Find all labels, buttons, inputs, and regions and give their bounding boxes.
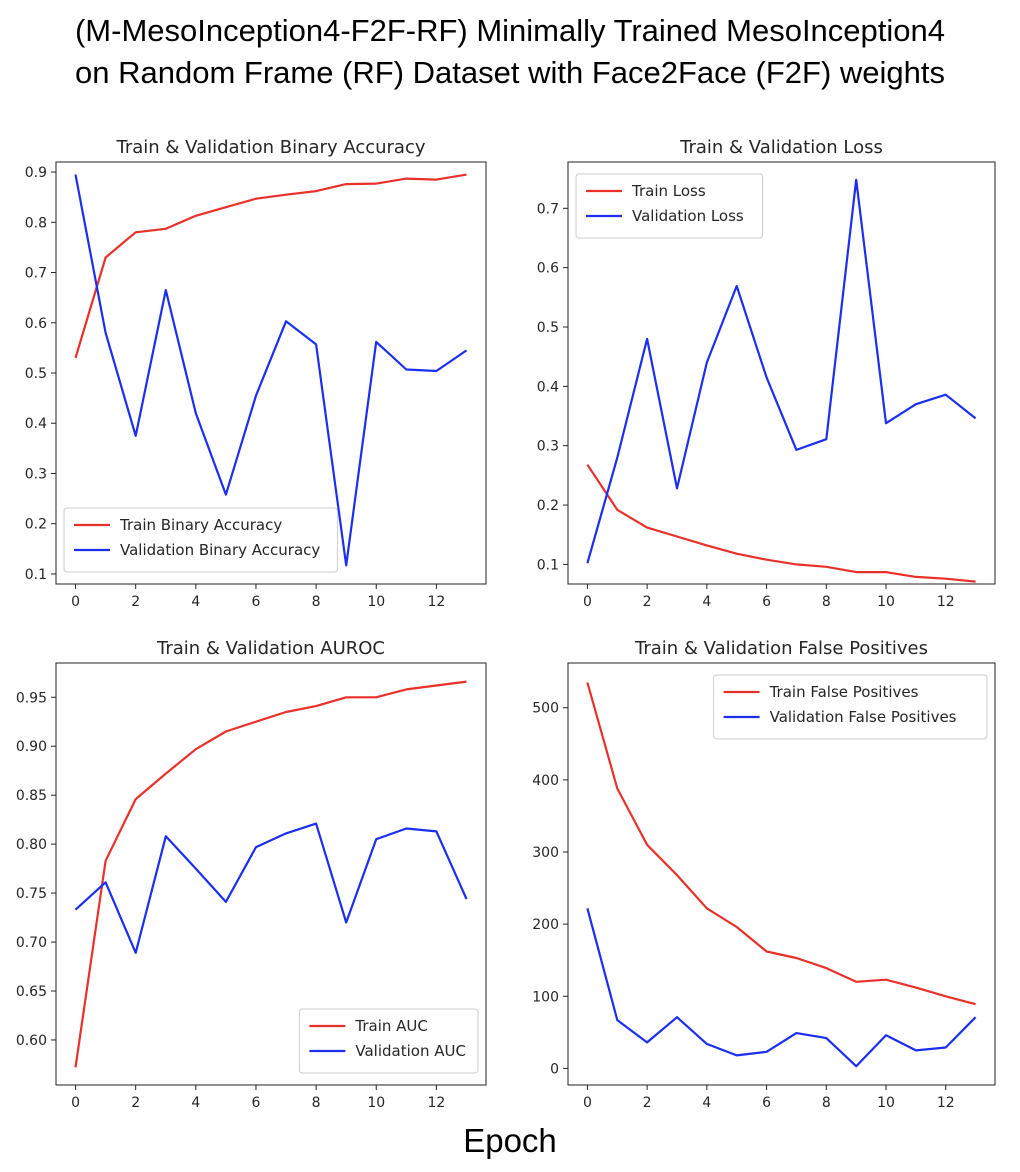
figure-title: (M-MesoInception4-F2F-RF) Minimally Trai… xyxy=(0,10,1020,94)
subplot-1: Train & Validation Binary Accuracy 0 2 4 6 8 1… xyxy=(25,137,487,610)
y-tick-label: 0.3 xyxy=(537,439,559,455)
series-line-validation xyxy=(74,174,468,567)
x-tick-label: 2 xyxy=(131,594,140,610)
plot-frame xyxy=(567,662,996,1086)
y-tick-label: 0.8 xyxy=(25,215,47,231)
y-tick-label: 0.1 xyxy=(25,567,47,583)
legend-box xyxy=(63,507,338,573)
subplot-2: Train & Validation Loss 0 2 4 6 8 10 12 0.1 0.2 0.… xyxy=(537,137,996,610)
y-tick-label: 0.4 xyxy=(537,379,559,395)
x-tick-label: 8 xyxy=(312,594,321,610)
legend-label-train: Train AUC xyxy=(354,1017,427,1035)
x-tick-label: 10 xyxy=(367,594,385,610)
y-tick-label: 0.5 xyxy=(537,320,559,336)
y-tick-label: 0.85 xyxy=(16,788,47,804)
x-tick-label: 0 xyxy=(71,594,80,610)
series-line-train xyxy=(74,680,467,1068)
x-tick-label: 8 xyxy=(822,594,831,610)
y-tick-label: 100 xyxy=(532,989,559,1005)
subplot-title: Train & Validation Binary Accuracy xyxy=(115,137,425,158)
y-tick-label: 0.95 xyxy=(16,690,47,706)
x-tick-label: 0 xyxy=(583,1095,592,1111)
shared-x-axis-label: Epoch xyxy=(463,1122,557,1159)
series-line-train xyxy=(586,682,976,1006)
legend-label-train: Train Loss xyxy=(631,182,706,200)
y-tick-label: 200 xyxy=(532,917,559,933)
y-tick-label: 400 xyxy=(532,773,559,789)
y-tick-label: 0.90 xyxy=(16,739,47,755)
y-tick-label: 0.5 xyxy=(25,366,47,382)
x-tick-label: 12 xyxy=(427,594,445,610)
y-tick-label: 0.60 xyxy=(16,1033,47,1049)
y-tick-label: 0.7 xyxy=(537,201,559,217)
x-tick-label: 10 xyxy=(877,1095,895,1111)
subplot-3: Train & Validation AUROC 0 2 4 6 8 10 12 0.60 0.6… xyxy=(16,638,487,1111)
x-tick-label: 8 xyxy=(312,1095,321,1111)
x-tick-label: 4 xyxy=(191,1095,200,1111)
legend: Train Binary Accuracy Validation Binary A… xyxy=(63,507,338,573)
y-tick-label: 0.9 xyxy=(25,165,47,181)
x-tick-label: 6 xyxy=(762,1095,771,1111)
figure-title-line-2: on Random Frame (RF) Dataset with Face2F… xyxy=(75,55,945,90)
x-tick-label: 4 xyxy=(191,594,200,610)
x-tick-label: 4 xyxy=(702,594,711,610)
legend: Train Loss Validation Loss xyxy=(575,173,763,239)
subplot-title: Train & Validation Loss xyxy=(679,137,883,158)
x-tick-label: 6 xyxy=(762,594,771,610)
x-tick-label: 6 xyxy=(252,1095,261,1111)
y-tick-label: 0.7 xyxy=(25,266,47,282)
y-tick-label: 0.80 xyxy=(16,837,47,853)
series-line-validation xyxy=(74,822,468,954)
x-tick-label: 12 xyxy=(937,594,955,610)
series-line-validation xyxy=(586,178,977,564)
y-tick-label: 0 xyxy=(550,1061,559,1077)
y-tick-label: 0.1 xyxy=(537,557,559,573)
legend-box xyxy=(575,173,763,239)
x-tick-label: 2 xyxy=(643,1095,652,1111)
legend-label-train: Train False Positives xyxy=(769,683,919,701)
y-tick-label: 0.4 xyxy=(25,416,47,432)
x-tick-label: 12 xyxy=(937,1095,955,1111)
series-line-validation xyxy=(586,908,977,1068)
legend-box xyxy=(713,674,988,740)
legend-label-validation: Validation Loss xyxy=(632,207,744,225)
y-tick-label: 0.65 xyxy=(16,984,47,1000)
plot-frame xyxy=(55,662,487,1086)
y-tick-label: 0.75 xyxy=(16,886,47,902)
subplot-4: Train & Validation False Positives 0 2 4 6 8 1… xyxy=(532,638,996,1111)
x-tick-label: 0 xyxy=(583,594,592,610)
y-tick-label: 0.2 xyxy=(25,517,47,533)
x-tick-label: 12 xyxy=(427,1095,445,1111)
y-tick-label: 0.70 xyxy=(16,935,47,951)
y-tick-label: 300 xyxy=(532,845,559,861)
figure-title-line-1: (M-MesoInception4-F2F-RF) Minimally Trai… xyxy=(74,13,945,48)
legend: Train AUC Validation AUC xyxy=(298,1008,479,1074)
y-tick-label: 0.2 xyxy=(537,498,559,514)
y-tick-label: 0.6 xyxy=(537,261,559,277)
x-tick-label: 0 xyxy=(71,1095,80,1111)
subplot-title: Train & Validation False Positives xyxy=(634,638,928,659)
series-line-train xyxy=(74,173,467,359)
x-tick-label: 8 xyxy=(822,1095,831,1111)
legend-label-validation: Validation Binary Accuracy xyxy=(120,541,320,559)
x-tick-label: 2 xyxy=(131,1095,140,1111)
x-tick-label: 10 xyxy=(367,1095,385,1111)
y-tick-label: 0.6 xyxy=(25,316,47,332)
x-tick-label: 4 xyxy=(702,1095,711,1111)
legend-label-validation: Validation AUC xyxy=(355,1042,466,1060)
x-tick-label: 2 xyxy=(643,594,652,610)
x-tick-label: 10 xyxy=(877,594,895,610)
legend-label-validation: Validation False Positives xyxy=(770,708,957,726)
y-tick-label: 0.3 xyxy=(25,466,47,482)
x-tick-label: 6 xyxy=(252,594,261,610)
legend-label-train: Train Binary Accuracy xyxy=(119,516,282,534)
plot-frame xyxy=(567,161,996,585)
series-line-train xyxy=(586,464,976,583)
legend: Train False Positives Validation False Po… xyxy=(713,674,988,740)
subplot-title: Train & Validation AUROC xyxy=(156,638,385,659)
y-tick-label: 500 xyxy=(532,701,559,717)
